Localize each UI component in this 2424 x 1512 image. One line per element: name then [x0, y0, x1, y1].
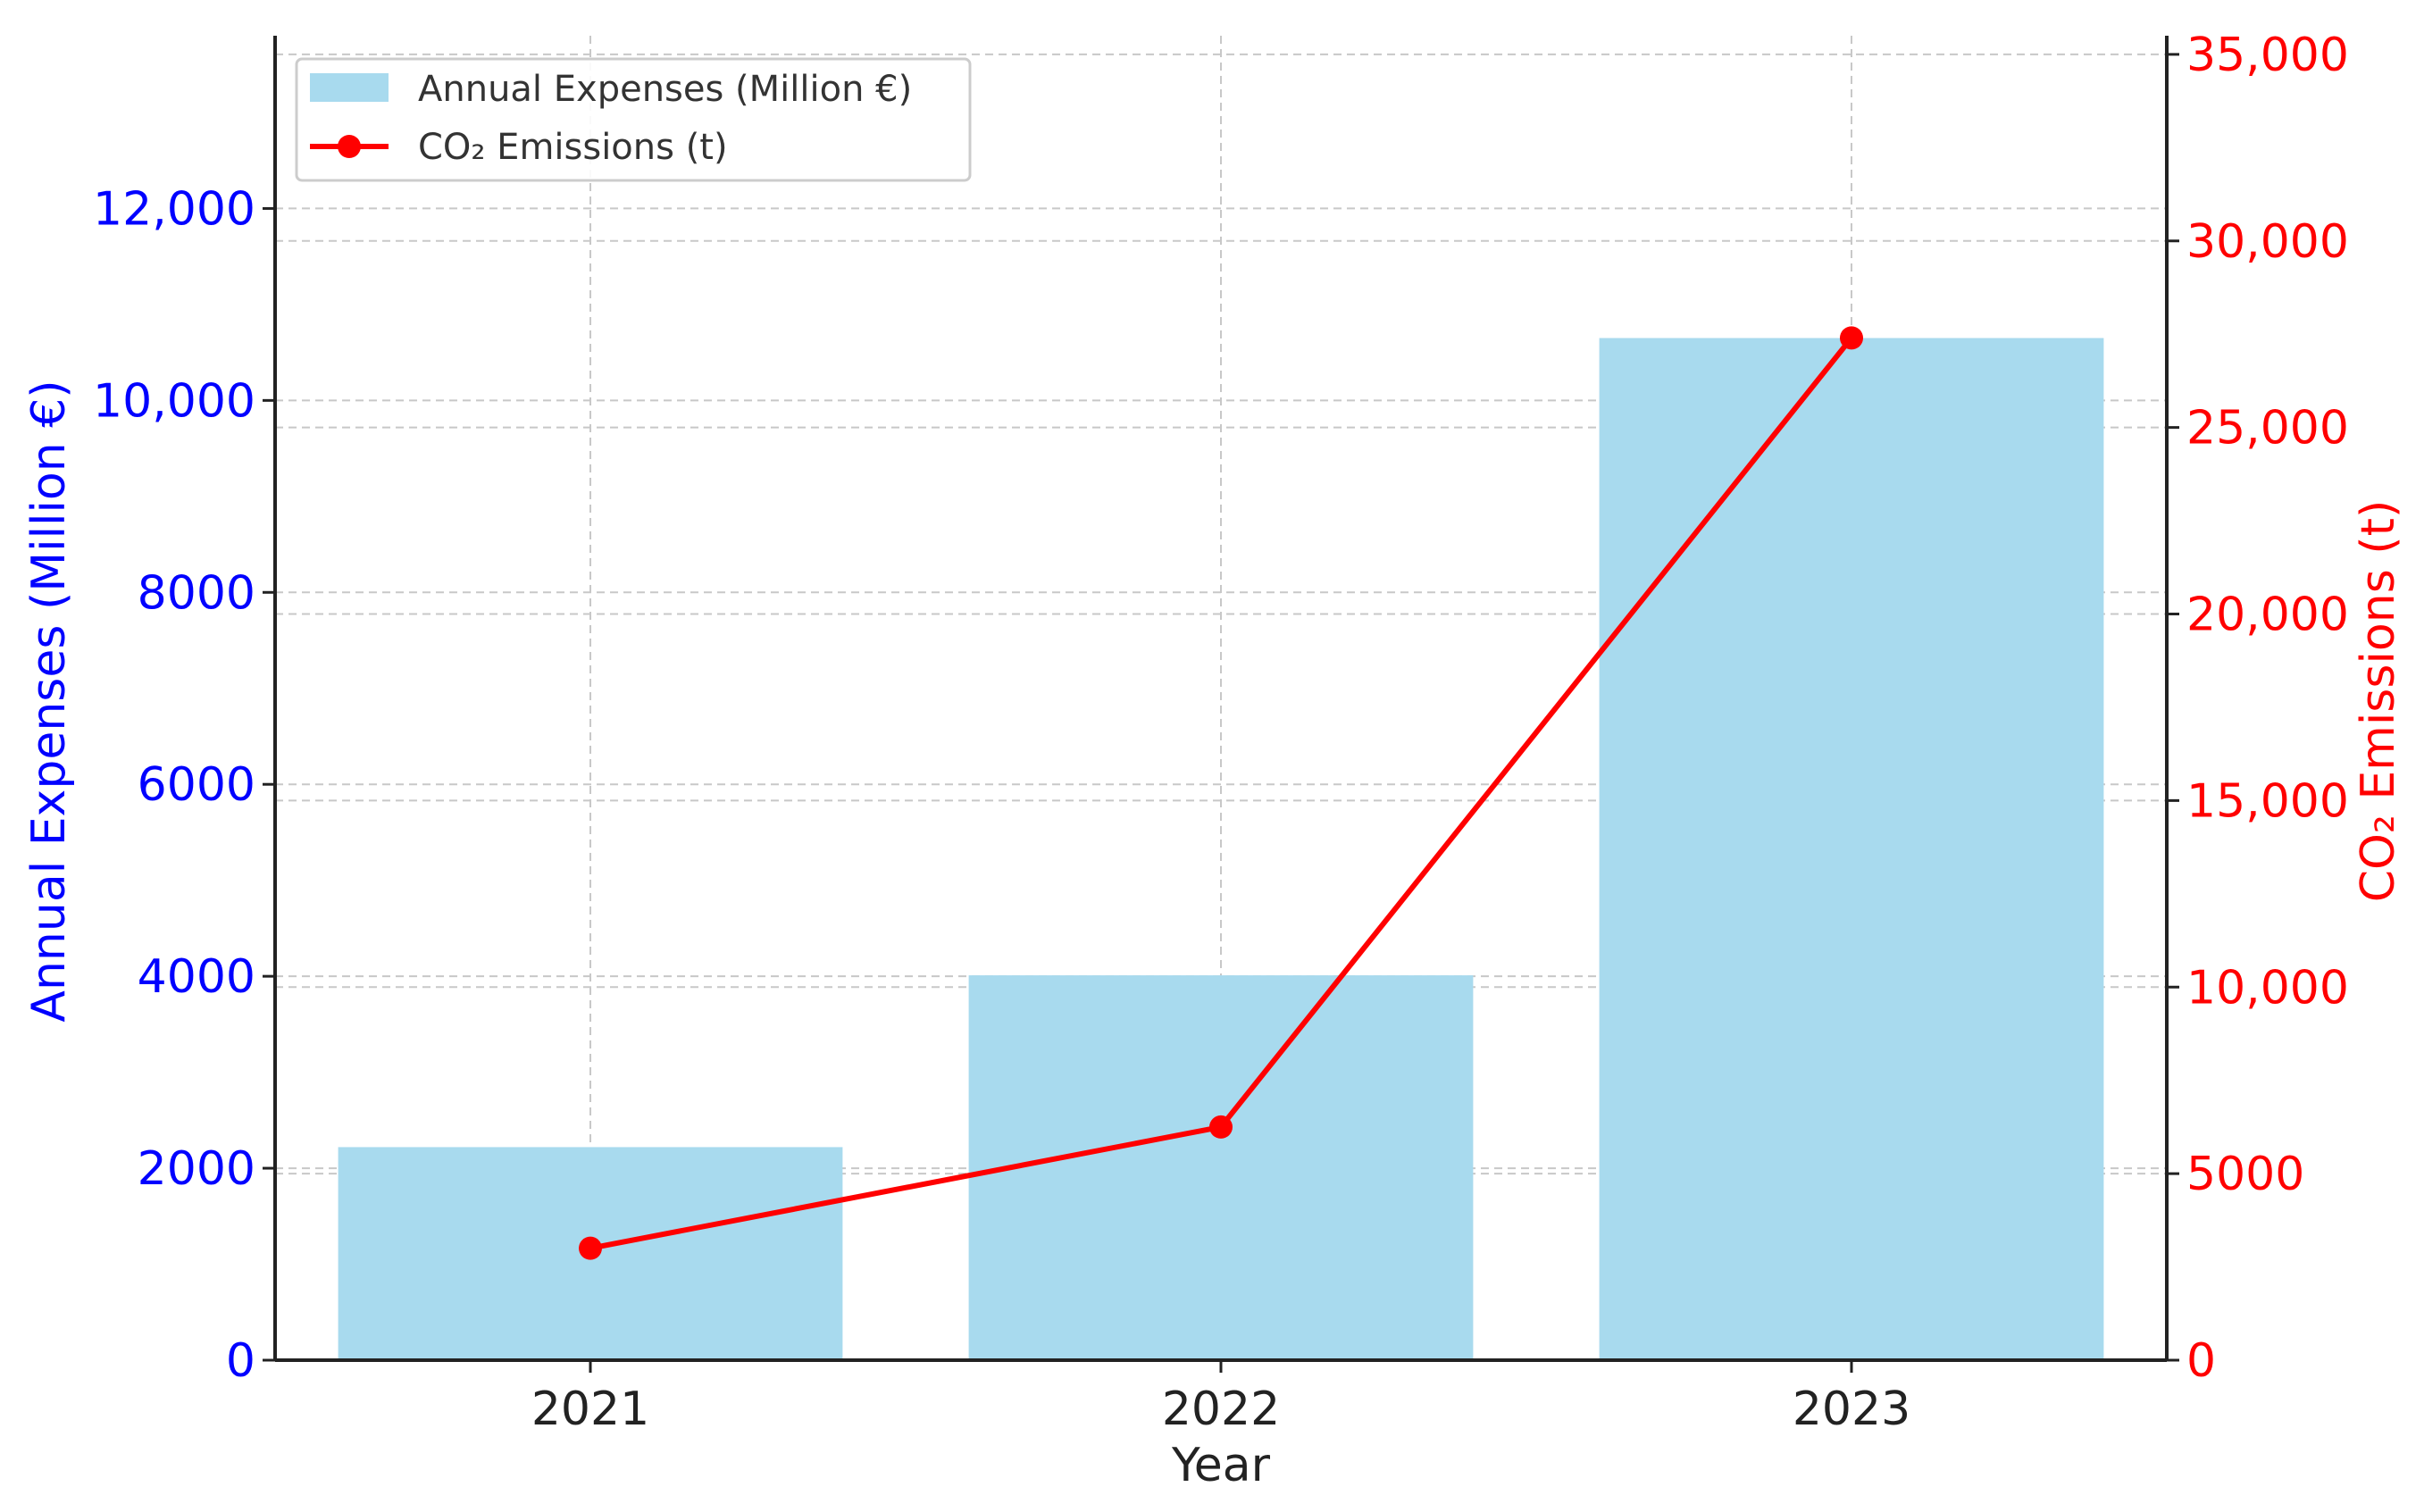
y-right-tick-label-1: 5000 [2186, 1148, 2304, 1201]
emissions-line-layer [579, 326, 1863, 1260]
y-left-tick-label-0: 0 [226, 1334, 255, 1388]
x-axis-label: Year [1171, 1439, 1271, 1492]
y-left-tick-label-3: 6000 [138, 758, 255, 812]
y-right-tick-label-6: 30,000 [2186, 215, 2349, 269]
y-right-tick-label-3: 15,000 [2186, 774, 2349, 828]
y-left-tick-label-2: 4000 [138, 950, 255, 1004]
y-left-axis-label: Annual Expenses (Million €) [22, 380, 76, 1022]
y-right-tick-label-4: 20,000 [2186, 589, 2349, 642]
emissions-point-2022 [1209, 1115, 1233, 1139]
y-right-tick-label-7: 35,000 [2186, 29, 2349, 82]
y-left-tick-label-6: 12,000 [93, 182, 255, 236]
y-left-tick-label-4: 8000 [138, 566, 255, 620]
emissions-point-2021 [579, 1236, 602, 1260]
bar-2022 [968, 975, 1474, 1360]
legend-label-expenses: Annual Expenses (Million €) [418, 69, 912, 110]
axes [263, 36, 2179, 1373]
y-right-tick-label-2: 10,000 [2186, 961, 2349, 1015]
x-tick-label-2021: 2021 [531, 1383, 649, 1436]
x-tick-label-2023: 2023 [1793, 1383, 1910, 1436]
y-right-axis-label: CO₂ Emissions (t) [2352, 500, 2405, 903]
bar-2023 [1599, 338, 2104, 1360]
legend-label-emissions: CO₂ Emissions (t) [418, 127, 728, 168]
y-left-tick-label-5: 10,000 [93, 374, 255, 428]
bars [338, 338, 2104, 1360]
y-right-tick-label-0: 0 [2186, 1334, 2216, 1388]
legend: Annual Expenses (Million €) CO₂ Emission… [295, 57, 972, 182]
y-right-tick-label-5: 25,000 [2186, 402, 2349, 455]
tick-labels: 0 2000 4000 6000 8000 10,000 12,000 0 5000 10,000… [93, 29, 2349, 1436]
legend-swatch-emissions-marker [338, 135, 361, 158]
legend-swatch-expenses [310, 73, 389, 102]
x-tick-label-2022: 2022 [1162, 1383, 1280, 1436]
emissions-point-2023 [1840, 326, 1863, 350]
y-left-tick-label-1: 2000 [138, 1142, 255, 1196]
legend-box [295, 57, 972, 182]
